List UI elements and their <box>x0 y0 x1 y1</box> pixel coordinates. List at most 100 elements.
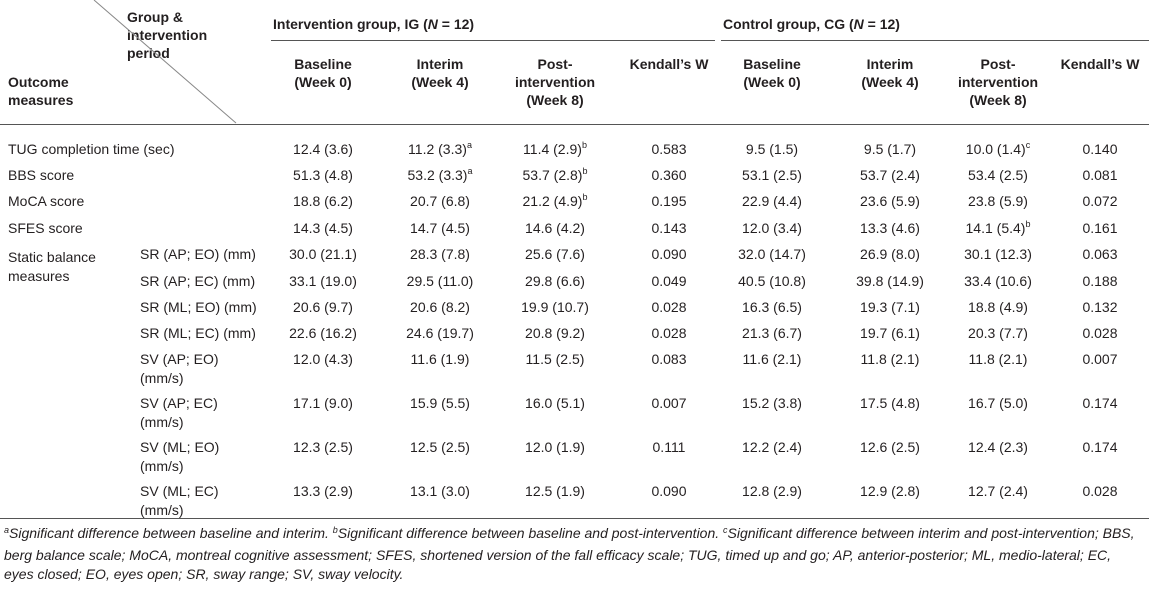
table-cell: 29.8 (6.6) <box>525 273 585 289</box>
table-cell: 13.3 (2.9) <box>293 483 353 499</box>
table-bottom-rule <box>0 518 1149 519</box>
table-cell: 0.174 <box>1082 395 1118 411</box>
table-cell: 17.5 (4.8) <box>860 395 920 411</box>
table-cell: 33.1 (19.0) <box>289 273 357 289</box>
column-header-line: (Week 8) <box>526 92 584 108</box>
table-cell: 17.1 (9.0) <box>293 395 353 411</box>
table-cell: 11.8 (2.1) <box>968 351 1028 367</box>
significance-superscript: a <box>467 166 473 176</box>
significance-superscript: b <box>582 192 588 202</box>
row-sublabel: SR (ML; EC) (mm) <box>140 325 256 341</box>
significance-superscript: c <box>1025 140 1031 150</box>
row-sublabel: SR (AP; EC) (mm) <box>140 273 256 289</box>
table-cell: 9.5 (1.5) <box>745 141 799 157</box>
table-cell: 18.8 (4.9) <box>968 299 1028 315</box>
row-sublabel: SV (AP; EC) (mm/s) <box>140 395 218 430</box>
table-cell: 0.143 <box>651 220 687 236</box>
column-header: Post-intervention (Week 8) <box>495 55 615 109</box>
table-cell: 12.0 (3.4) <box>742 220 802 236</box>
table-cell: 25.6 (7.6) <box>525 246 585 262</box>
table-cell: 16.7 (5.0) <box>968 395 1028 411</box>
column-header-line: Kendall’s W <box>1060 56 1140 72</box>
table-cell: 12.6 (2.5) <box>860 439 920 455</box>
row-sublabel: SR (AP; EO) (mm) <box>140 246 256 262</box>
column-header-line: Baseline <box>743 56 801 72</box>
header-bottom-rule <box>0 124 1149 125</box>
cg-group-underline <box>721 40 1149 41</box>
table-cell: 12.3 (2.5) <box>293 439 353 455</box>
table-cell: 11.6 (1.9) <box>410 351 470 367</box>
table-cell: 19.9 (10.7) <box>521 299 589 315</box>
table-cell: 14.1 (5.4)b <box>965 219 1031 236</box>
table-cell: 11.4 (2.9)b <box>523 140 587 157</box>
table-cell: 16.0 (5.1) <box>525 395 585 411</box>
table-cell: 11.6 (2.1) <box>742 351 802 367</box>
row-label: SFES score <box>8 220 83 236</box>
significance-superscript: a <box>466 140 472 150</box>
significance-superscript: b <box>581 140 587 150</box>
table-cell: 0.090 <box>651 246 687 262</box>
table-cell: 0.028 <box>651 299 687 315</box>
table-cell: 21.2 (4.9)b <box>522 192 588 209</box>
significance-superscript: b <box>1025 219 1031 229</box>
table-cell: 9.5 (1.7) <box>863 141 917 157</box>
row-sublabel: SV (ML; EC) (mm/s) <box>140 483 219 518</box>
table-footnote: a Significant difference between baseline… <box>4 524 1144 585</box>
column-header-line: intervention <box>957 74 1039 90</box>
column-header-line: Post- <box>980 56 1016 72</box>
table-cell: 30.1 (12.3) <box>964 246 1032 262</box>
table-cell: 0.174 <box>1082 439 1118 455</box>
table-cell: 0.028 <box>1082 483 1118 499</box>
table-cell: 12.9 (2.8) <box>860 483 920 499</box>
column-header-line: Interim <box>866 56 914 72</box>
table-cell: 16.3 (6.5) <box>742 299 802 315</box>
table-cell: 0.090 <box>651 483 687 499</box>
column-header-line: (Week 0) <box>294 74 352 90</box>
table-cell: 29.5 (11.0) <box>406 273 474 289</box>
table-cell: 14.3 (4.5) <box>293 220 353 236</box>
table-cell: 0.360 <box>651 167 687 183</box>
table-cell: 0.132 <box>1082 299 1118 315</box>
table-cell: 40.5 (10.8) <box>738 273 806 289</box>
table-cell: 12.5 (1.9) <box>525 483 585 499</box>
column-header: Interim (Week 4) <box>380 55 500 91</box>
table-cell: 24.6 (19.7) <box>406 325 474 341</box>
outcome-measures-label: Outcome measures <box>8 74 74 108</box>
static-balance-label: Static balance measures <box>8 249 96 284</box>
row-sublabel: SV (AP; EO) (mm/s) <box>140 351 219 386</box>
row-sublabel: SR (ML; EO) (mm) <box>140 299 257 315</box>
table-cell: 14.7 (4.5) <box>410 220 470 236</box>
column-header-line: (Week 8) <box>969 92 1027 108</box>
table-cell: 53.7 (2.4) <box>860 167 920 183</box>
table-cell: 0.028 <box>651 325 687 341</box>
column-header: Kendall’s W <box>609 55 729 73</box>
table-cell: 0.161 <box>1082 220 1118 236</box>
table-cell: 19.3 (7.1) <box>860 299 920 315</box>
table-cell: 10.0 (1.4)c <box>965 140 1031 157</box>
table-cell: 20.6 (9.7) <box>293 299 353 315</box>
table-cell: 11.2 (3.3)a <box>408 140 472 157</box>
footnote-marker: a <box>4 525 10 535</box>
table-cell: 53.1 (2.5) <box>742 167 802 183</box>
column-header-line: Post- <box>537 56 573 72</box>
table-cell: 21.3 (6.7) <box>742 325 802 341</box>
column-header-line: intervention <box>514 74 596 90</box>
table-cell: 12.8 (2.9) <box>742 483 802 499</box>
table-cell: 20.6 (8.2) <box>410 299 470 315</box>
table-cell: 0.072 <box>1082 193 1118 209</box>
table-cell: 0.049 <box>651 273 687 289</box>
ig-group-underline <box>271 40 715 41</box>
table-cell: 19.7 (6.1) <box>860 325 920 341</box>
column-header-line: (Week 4) <box>861 74 919 90</box>
table-cell: 39.8 (14.9) <box>856 273 924 289</box>
table-cell: 12.0 (4.3) <box>293 351 353 367</box>
table-cell: 23.8 (5.9) <box>968 193 1028 209</box>
table-cell: 23.6 (5.9) <box>860 193 920 209</box>
row-label: TUG completion time (sec) <box>8 141 175 157</box>
footnote-marker: b <box>332 525 338 535</box>
footnote-text: Significant difference between baseline … <box>337 525 724 541</box>
row-sublabel: SV (ML; EO) (mm/s) <box>140 439 220 474</box>
table-cell: 22.9 (4.4) <box>742 193 802 209</box>
table-cell: 22.6 (16.2) <box>289 325 357 341</box>
table-cell: 12.0 (1.9) <box>525 439 585 455</box>
